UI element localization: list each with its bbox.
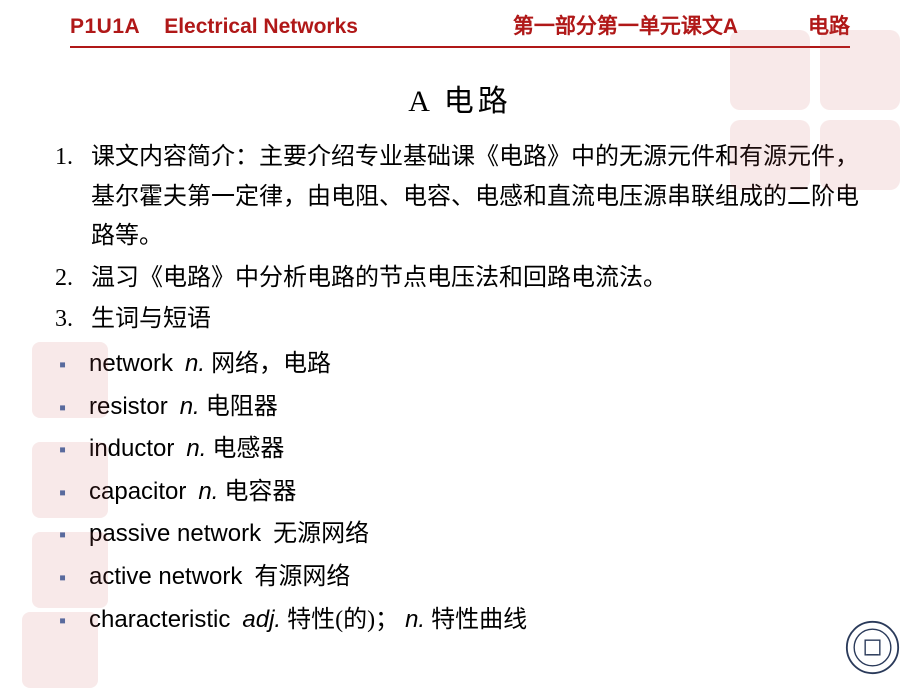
bullet-icon: ▪ — [55, 605, 89, 638]
bullet-item: ▪ passive network 无源网络 — [55, 514, 865, 555]
header-title-cn-right: 电路 — [808, 10, 850, 40]
item-text: 温习《电路》中分析电路的节点电压法和回路电流法。 — [91, 259, 865, 299]
bullet-item: ▪ inductor n. 电感器 — [55, 429, 865, 470]
bullet-list: ▪ network n. 网络，电路 ▪ resistor n. 电阻器 ▪ i… — [55, 344, 865, 640]
bullet-text: active network 有源网络 — [89, 557, 865, 598]
bullet-item: ▪ capacitor n. 电容器 — [55, 472, 865, 513]
content-area: 1. 课文内容简介：主要介绍专业基础课《电路》中的无源元件和有源元件，基尔霍夫第… — [0, 138, 920, 640]
numbered-item: 3. 生词与短语 — [55, 300, 865, 340]
bullet-icon: ▪ — [55, 434, 89, 467]
item-text: 生词与短语 — [91, 300, 865, 340]
bullet-icon: ▪ — [55, 562, 89, 595]
bullet-text: inductor n. 电感器 — [89, 429, 865, 470]
university-logo-icon — [845, 620, 900, 675]
bullet-item: ▪ active network 有源网络 — [55, 557, 865, 598]
header-code: P1U1A — [70, 15, 140, 39]
bullet-icon: ▪ — [55, 349, 89, 382]
bullet-icon: ▪ — [55, 519, 89, 552]
slide-header: P1U1A Electrical Networks 第一部分第一单元课文A 电路 — [0, 0, 920, 46]
bullet-item: ▪ characteristic adj. 特性(的)； n. 特性曲线 — [55, 600, 865, 641]
bullet-icon: ▪ — [55, 477, 89, 510]
header-title-en: Electrical Networks — [164, 15, 358, 39]
item-text: 课文内容简介：主要介绍专业基础课《电路》中的无源元件和有源元件，基尔霍夫第一定律… — [91, 138, 865, 257]
header-title-cn-left: 第一部分第一单元课文A — [513, 10, 738, 40]
bullet-text: passive network 无源网络 — [89, 514, 865, 555]
page-title: A 电路 — [0, 76, 920, 120]
item-number: 1. — [55, 138, 91, 257]
bullet-item: ▪ network n. 网络，电路 — [55, 344, 865, 385]
bullet-text: resistor n. 电阻器 — [89, 387, 865, 428]
bullet-text: network n. 网络，电路 — [89, 344, 865, 385]
numbered-item: 1. 课文内容简介：主要介绍专业基础课《电路》中的无源元件和有源元件，基尔霍夫第… — [55, 138, 865, 257]
bullet-text: characteristic adj. 特性(的)； n. 特性曲线 — [89, 600, 865, 641]
bullet-icon: ▪ — [55, 392, 89, 425]
bullet-item: ▪ resistor n. 电阻器 — [55, 387, 865, 428]
item-number: 3. — [55, 300, 91, 340]
numbered-item: 2. 温习《电路》中分析电路的节点电压法和回路电流法。 — [55, 259, 865, 299]
item-number: 2. — [55, 259, 91, 299]
header-underline — [70, 46, 850, 48]
bullet-text: capacitor n. 电容器 — [89, 472, 865, 513]
